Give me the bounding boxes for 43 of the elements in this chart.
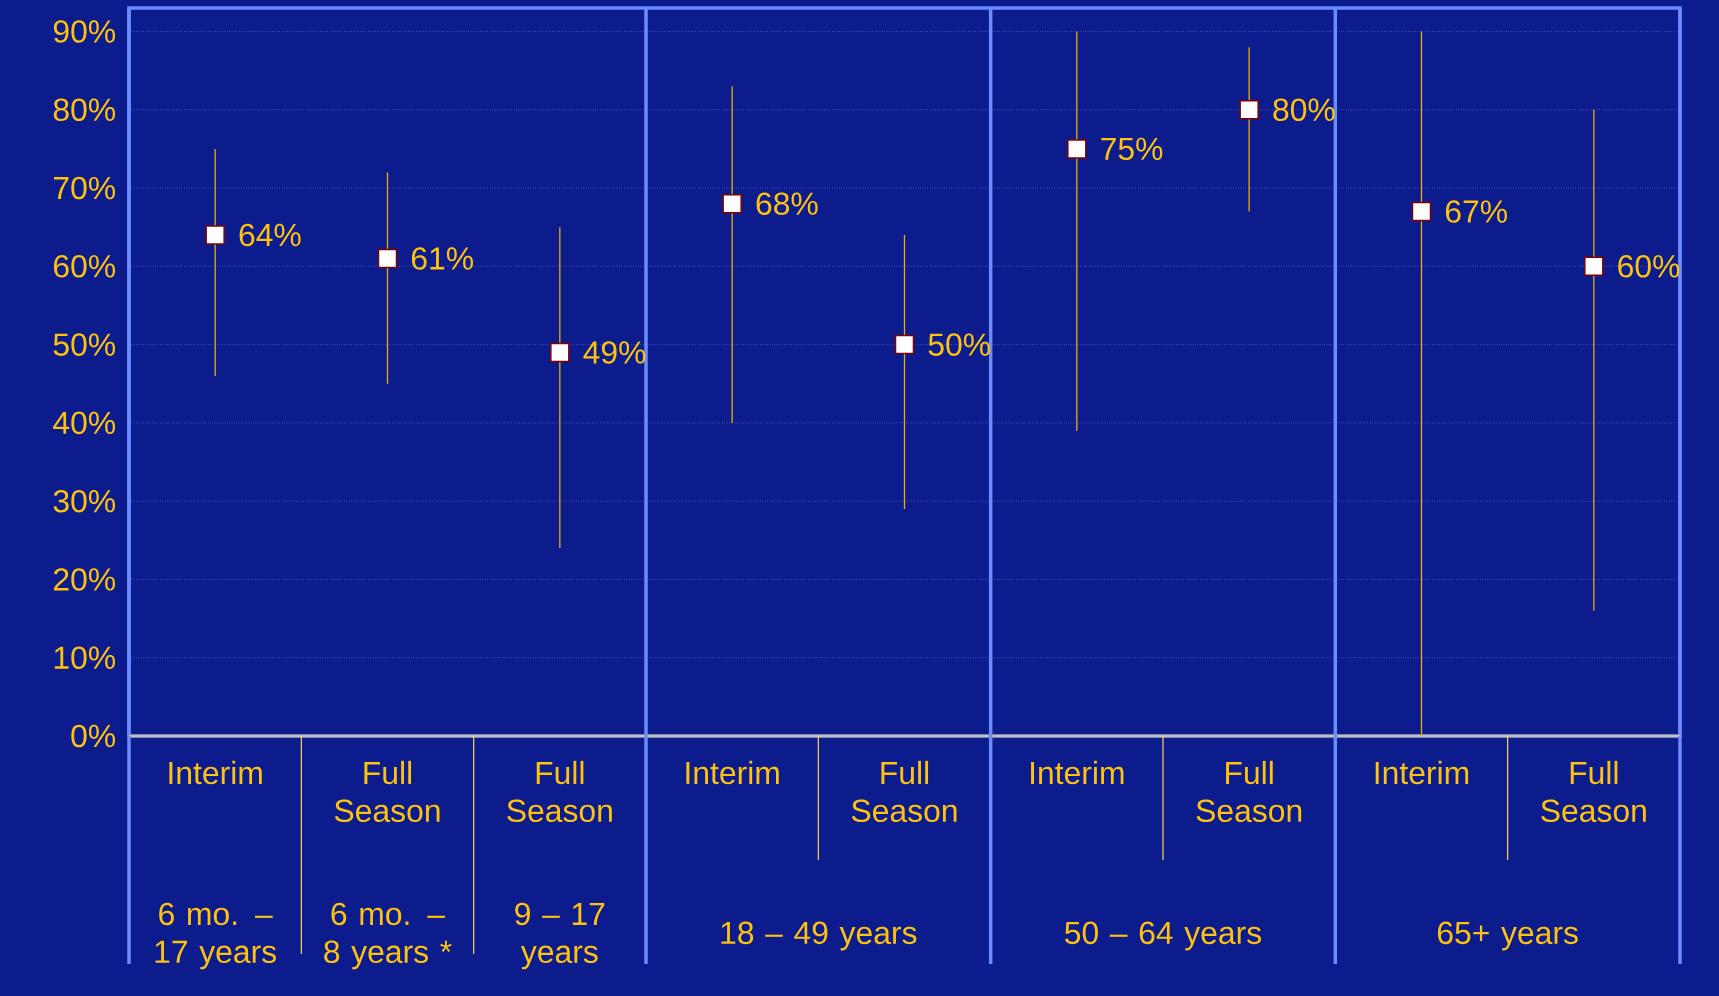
point xyxy=(1584,256,1604,277)
text: 50 – 64 years xyxy=(1065,921,1262,951)
y-tick-label: 50% xyxy=(53,333,116,356)
x-tick-label: Full Season xyxy=(507,760,612,823)
data-label: 75% xyxy=(1101,137,1163,161)
y-tick-label: 70% xyxy=(54,176,116,200)
y-tick-label: 0% xyxy=(71,724,116,748)
data-label: 60% xyxy=(1618,255,1680,278)
x-tick-label: Interim xyxy=(1031,760,1124,785)
data-label: 61% xyxy=(411,247,473,270)
point xyxy=(377,248,398,269)
y-tick-label: 80% xyxy=(53,98,116,122)
point xyxy=(894,334,915,355)
point xyxy=(205,225,225,245)
data-label: 67% xyxy=(1445,200,1507,223)
x-tick-label: Full Season xyxy=(1541,760,1646,823)
point xyxy=(550,342,570,363)
y-tick-label: 20% xyxy=(53,568,116,591)
x-tick-label: Interim xyxy=(1375,760,1469,785)
x-tick-label: Interim xyxy=(686,760,779,785)
y-tick-label: 40% xyxy=(53,411,116,435)
data-label: 49% xyxy=(583,341,646,364)
y-tick-label: 10% xyxy=(54,646,116,669)
point xyxy=(1239,100,1259,120)
point xyxy=(1067,139,1087,159)
y-tick-label: 30% xyxy=(53,489,116,513)
text: 65+ years xyxy=(1437,921,1578,951)
y-tick-label: 90% xyxy=(53,20,116,43)
data-label: 50% xyxy=(928,333,990,356)
data-label: 64% xyxy=(239,223,301,247)
data-label: 80% xyxy=(1273,98,1335,122)
y-tick-label: 60% xyxy=(53,255,116,278)
x-tick-label: Full Season xyxy=(851,760,957,823)
x-tick-label: Full Season xyxy=(334,760,440,823)
x-tick-label: Full Season xyxy=(1196,760,1302,823)
text: 9 – 17 years xyxy=(515,902,605,970)
x-tick-label: Interim xyxy=(169,760,262,785)
point xyxy=(722,193,742,214)
text: 18 – 49 years xyxy=(721,921,917,951)
text: 6 mo. – 17 years xyxy=(155,902,276,970)
point xyxy=(1411,201,1432,222)
data-label: 68% xyxy=(756,192,818,215)
text: 6 mo. – 8 years * xyxy=(324,902,452,970)
